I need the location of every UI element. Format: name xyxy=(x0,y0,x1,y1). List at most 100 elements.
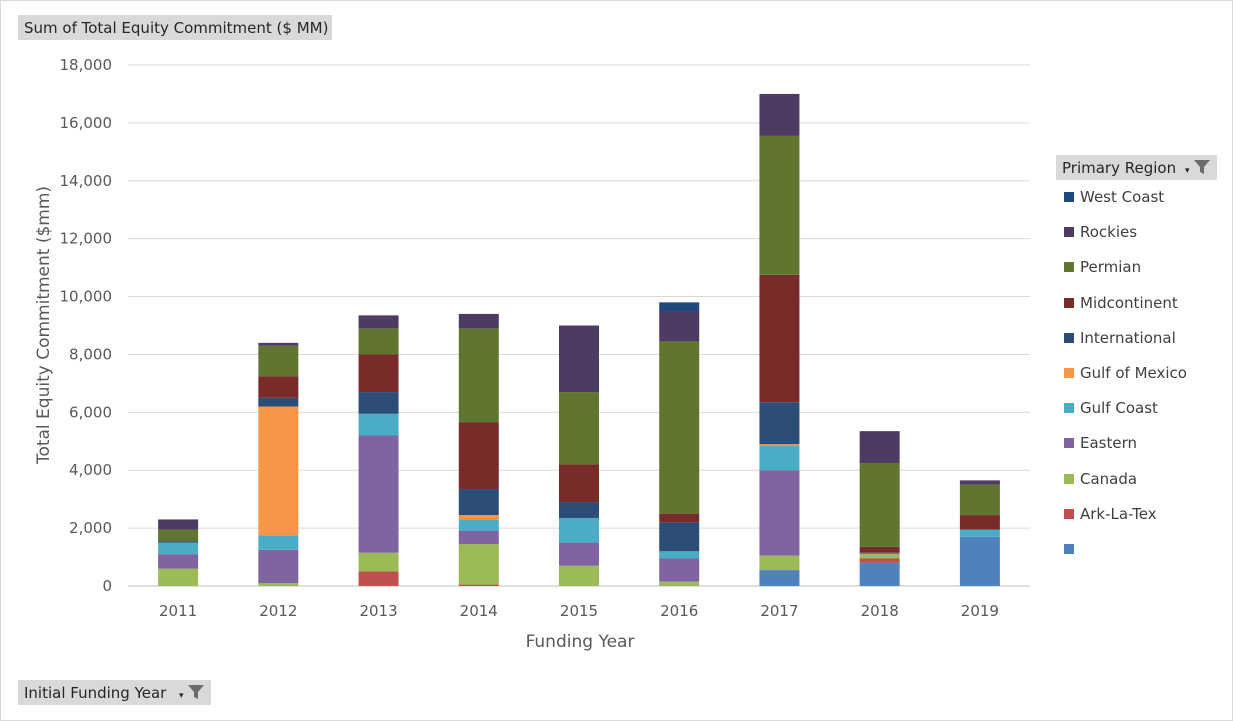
axis-field-button[interactable]: Initial Funding Year ▾ xyxy=(18,680,211,705)
x-tick-label: 2011 xyxy=(159,602,197,620)
y-tick-label: 2,000 xyxy=(69,519,112,537)
bar-segment xyxy=(559,565,599,586)
bar-segment xyxy=(158,542,199,555)
legend-item: Ark-La-Tex xyxy=(1064,503,1187,538)
legend-label: Gulf of Mexico xyxy=(1080,363,1187,382)
bar-segment xyxy=(458,519,499,532)
dropdown-arrow-icon: ▾ xyxy=(179,691,184,701)
bar-segment xyxy=(559,542,599,566)
y-tick-label: 0 xyxy=(102,577,112,595)
legend-label: Rockies xyxy=(1080,223,1138,242)
bar-segment xyxy=(859,546,900,553)
bar-segment xyxy=(859,462,900,547)
bar-segment xyxy=(158,541,199,543)
bar-segment xyxy=(759,402,800,445)
legend-item: Gulf of Mexico xyxy=(1064,362,1187,397)
legend-label: Midcontinent xyxy=(1080,293,1178,312)
legend-swatch xyxy=(1064,473,1074,484)
bar-segment xyxy=(659,311,700,342)
x-tick-label: 2019 xyxy=(961,602,999,620)
axis-filter-control[interactable]: ▾ xyxy=(179,683,205,703)
x-tick-label: 2014 xyxy=(460,602,498,620)
legend-item: Gulf Coast xyxy=(1064,397,1187,432)
bar-segment xyxy=(458,328,499,423)
y-tick-label: 10,000 xyxy=(60,288,113,306)
legend-label: Eastern xyxy=(1080,434,1138,453)
legend-swatch xyxy=(1064,227,1074,238)
bar-segment xyxy=(759,274,800,403)
bar-segment xyxy=(258,397,299,407)
bar-segment xyxy=(859,554,900,559)
x-tick-label: 2017 xyxy=(760,602,798,620)
legend-label: Permian xyxy=(1080,258,1142,277)
bar-segment xyxy=(458,531,499,545)
y-axis-ticks: 0 2,000 4,000 6,000 8,000 10,000 12,000 14,000 1… xyxy=(60,56,113,595)
legend-label: Ark-La-Tex xyxy=(1080,504,1157,523)
bar-segment xyxy=(859,552,900,555)
legend-field-label: Primary Region xyxy=(1062,159,1177,177)
bar-segment xyxy=(158,529,199,542)
bar-segment xyxy=(258,549,299,584)
bar-segment xyxy=(959,515,1000,530)
bar-segment xyxy=(158,519,199,530)
x-axis-ticks: 2011 2012 2013 2014 2015 2016 2017 2018 2019 xyxy=(159,602,999,620)
legend-field-button[interactable]: Primary Region ▾ xyxy=(1056,155,1217,180)
legend-item: Midcontinent xyxy=(1064,292,1187,327)
legend-item: Rockies xyxy=(1064,221,1187,256)
y-tick-label: 12,000 xyxy=(60,230,113,248)
y-tick-label: 4,000 xyxy=(69,461,112,479)
bar-segment xyxy=(458,584,499,586)
legend-item: Eastern xyxy=(1064,432,1187,467)
bar-segment xyxy=(859,431,900,463)
bar-segment xyxy=(158,568,199,586)
bar-segment xyxy=(559,325,599,393)
bar-segment xyxy=(659,551,700,559)
legend-item: Permian xyxy=(1064,256,1187,291)
bar-segment xyxy=(759,445,800,471)
legend-swatch xyxy=(1064,332,1074,343)
bar-segment xyxy=(358,571,399,586)
value-field-label: Sum of Total Equity Commitment ($ MM) xyxy=(24,19,329,37)
bar-segment xyxy=(458,313,499,329)
bar-segment xyxy=(258,535,299,550)
bar-segment xyxy=(959,480,1000,485)
bar-segment xyxy=(358,413,399,436)
legend-label: West Coast xyxy=(1080,188,1165,206)
bar-segment xyxy=(358,435,399,553)
bar-segment xyxy=(659,341,700,514)
legend-item: Canada xyxy=(1064,468,1187,503)
bar-segment xyxy=(559,517,599,543)
legend-swatch xyxy=(1064,403,1074,414)
bar-segment xyxy=(258,342,299,346)
bar-segment xyxy=(258,376,299,398)
bar-segment xyxy=(358,328,399,355)
x-tick-label: 2013 xyxy=(359,602,397,620)
x-tick-label: 2012 xyxy=(259,602,297,620)
legend-label: Gulf Coast xyxy=(1080,399,1158,418)
bar-segment xyxy=(458,422,499,490)
bar-segment xyxy=(258,345,299,377)
legend-swatch xyxy=(1064,367,1074,378)
bar-segment xyxy=(759,570,800,586)
y-tick-label: 18,000 xyxy=(60,56,113,74)
x-tick-label: 2018 xyxy=(861,602,899,620)
bar-segment xyxy=(659,513,700,523)
axis-field-label: Initial Funding Year xyxy=(24,684,167,702)
legend-swatch xyxy=(1064,438,1074,449)
y-tick-label: 16,000 xyxy=(60,114,113,132)
y-tick-label: 8,000 xyxy=(69,345,112,363)
legend-item: International xyxy=(1064,327,1187,362)
bar-segment xyxy=(659,558,700,582)
bar-segment xyxy=(759,555,800,571)
legend-filter-control[interactable]: ▾ xyxy=(1185,158,1211,178)
bar-segment xyxy=(458,544,499,585)
y-tick-label: 14,000 xyxy=(60,172,113,190)
bar-segment xyxy=(759,135,800,275)
legend-item xyxy=(1064,538,1187,573)
legend-swatch xyxy=(1064,262,1074,273)
bar-segment xyxy=(358,392,399,414)
legend-label: International xyxy=(1080,328,1176,347)
value-field-button[interactable]: Sum of Total Equity Commitment ($ MM) xyxy=(18,15,332,40)
bar-segment xyxy=(458,515,499,520)
